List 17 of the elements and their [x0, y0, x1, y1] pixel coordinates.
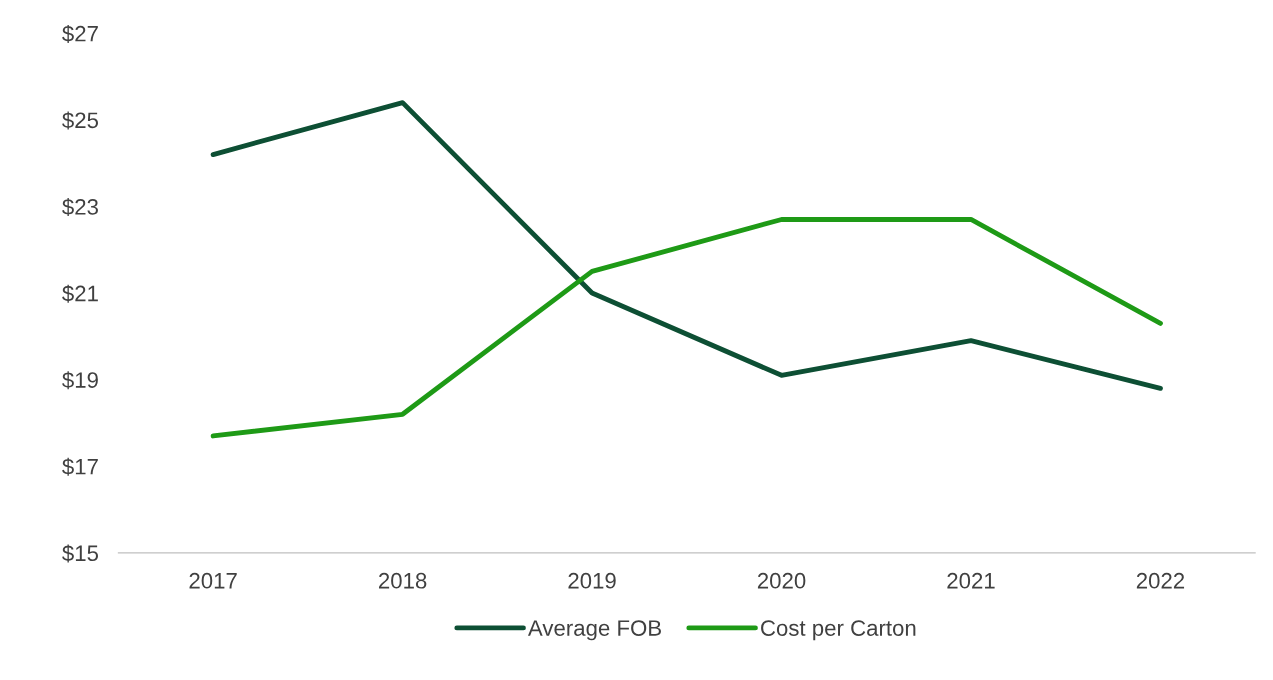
x-tick-label: 2022 — [1136, 572, 1185, 589]
line-series — [210, 100, 1163, 391]
x-tick-label: 2018 — [378, 572, 427, 589]
x-tick-label: 2017 — [189, 572, 237, 589]
x-tick-label: 2020 — [757, 572, 806, 589]
x-tick-label: 2019 — [568, 572, 616, 589]
legend-label: Cost per Carton — [761, 620, 916, 641]
y-tick-label: $17 — [62, 457, 98, 476]
y-tick-label: $27 — [62, 24, 98, 43]
line-series — [210, 217, 1163, 439]
legend-label: Average FOB — [527, 620, 661, 641]
x-tick-label: 2021 — [947, 572, 995, 589]
y-tick-label: $23 — [62, 198, 98, 217]
y-tick-label: $21 — [62, 284, 98, 303]
y-tick-label: $25 — [62, 111, 99, 130]
y-tick-label: $15 — [62, 544, 99, 563]
y-tick-label: $19 — [62, 371, 98, 390]
